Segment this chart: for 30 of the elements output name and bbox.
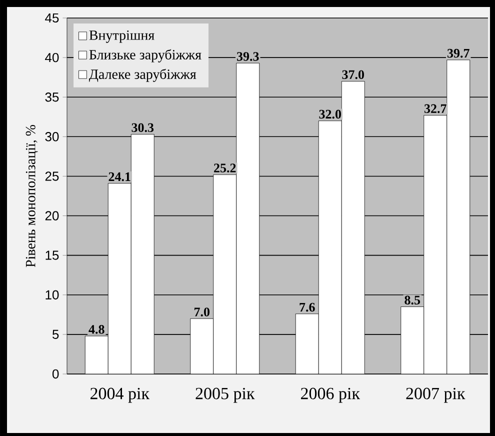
- legend-label: Внутрішня: [89, 30, 154, 43]
- data-label: 30.3: [132, 123, 154, 132]
- x-tick-label: 2006 рік: [301, 388, 360, 403]
- data-label: 37.0: [342, 70, 364, 80]
- data-label: 8.5: [404, 296, 420, 305]
- data-label: 4.8: [88, 324, 104, 334]
- y-tick-label: 25: [45, 172, 59, 181]
- x-tick-label: 2007 рік: [406, 388, 466, 403]
- y-tick-label: 20: [45, 211, 59, 220]
- data-label: 24.1: [108, 172, 130, 182]
- data-label: 39.7: [447, 48, 470, 58]
- data-label: 32.0: [319, 110, 342, 119]
- y-tick-label: 35: [45, 92, 59, 102]
- y-tick-label: 0: [52, 369, 59, 379]
- legend-label: Далеке зарубіжжя: [89, 68, 196, 82]
- data-label: 32.7: [424, 104, 446, 114]
- data-label: 7.0: [194, 308, 210, 316]
- data-label: 39.3: [236, 52, 259, 61]
- y-tick-label: 10: [46, 290, 59, 300]
- y-tick-label: 15: [46, 250, 59, 260]
- x-tick-label: 2004 рік: [90, 388, 150, 403]
- x-tick-label: 2005 рік: [196, 388, 255, 403]
- data-label: 25.2: [214, 164, 236, 172]
- y-tick-label: 40: [45, 52, 59, 62]
- legend-label: Близьке зарубіжжя: [89, 49, 202, 62]
- y-tick-label: 30: [45, 132, 59, 142]
- y-tick-label: 5: [52, 330, 59, 339]
- y-tick-label: 45: [45, 13, 59, 23]
- data-label: 7.6: [300, 302, 315, 312]
- y-axis-title: Рівень монополізації, %: [26, 124, 38, 268]
